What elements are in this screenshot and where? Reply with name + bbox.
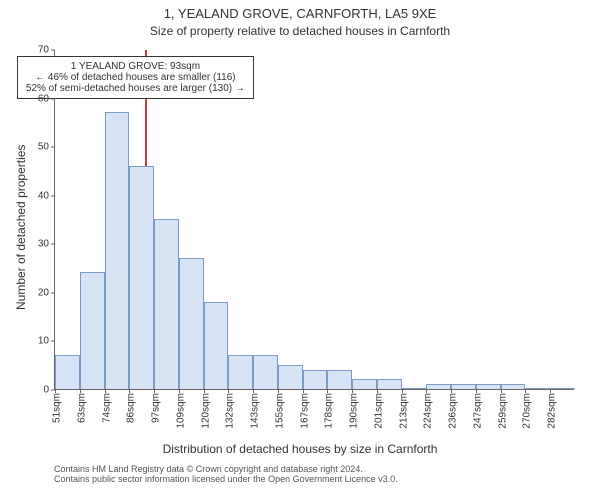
chart-plot-area: 1 YEALAND GROVE: 93sqm ← 46% of detached… bbox=[54, 50, 574, 390]
histogram-bar bbox=[303, 370, 328, 389]
x-tick-label: 120sqm bbox=[200, 389, 211, 429]
x-tick-label: 63sqm bbox=[76, 389, 87, 423]
x-tick-label: 178sqm bbox=[324, 389, 335, 429]
x-tick-label: 282sqm bbox=[547, 389, 558, 429]
x-tick-label: 213sqm bbox=[398, 389, 409, 429]
x-tick-label: 167sqm bbox=[299, 389, 310, 429]
x-tick-label: 236sqm bbox=[448, 389, 459, 429]
histogram-bar bbox=[204, 302, 229, 389]
x-tick-label: 247sqm bbox=[472, 389, 483, 429]
histogram-bar bbox=[377, 379, 402, 389]
histogram-bar bbox=[253, 355, 278, 389]
histogram-bar bbox=[129, 166, 154, 389]
x-tick-label: 132sqm bbox=[225, 389, 236, 429]
footer-line-1: Contains HM Land Registry data © Crown c… bbox=[54, 464, 594, 474]
x-axis-label: Distribution of detached houses by size … bbox=[0, 442, 600, 456]
histogram-bar bbox=[278, 365, 303, 389]
x-tick-label: 86sqm bbox=[126, 389, 137, 423]
callout-larger: 52% of semi-detached houses are larger (… bbox=[26, 83, 245, 94]
x-tick-label: 109sqm bbox=[175, 389, 186, 429]
histogram-bar bbox=[154, 219, 179, 389]
footer-line-2: Contains public sector information licen… bbox=[54, 474, 594, 484]
callout-size: 1 YEALAND GROVE: 93sqm bbox=[26, 61, 245, 72]
footer-attribution: Contains HM Land Registry data © Crown c… bbox=[54, 464, 594, 484]
x-tick-label: 74sqm bbox=[101, 389, 112, 423]
histogram-bar bbox=[352, 379, 377, 389]
histogram-bar bbox=[327, 370, 352, 389]
x-tick-label: 270sqm bbox=[522, 389, 533, 429]
x-tick-label: 97sqm bbox=[151, 389, 162, 423]
y-axis-label: Number of detached properties bbox=[14, 145, 28, 310]
x-tick-label: 224sqm bbox=[423, 389, 434, 429]
histogram-bar bbox=[179, 258, 204, 389]
x-tick-label: 190sqm bbox=[349, 389, 360, 429]
callout-smaller: ← 46% of detached houses are smaller (11… bbox=[26, 72, 245, 83]
chart-title-address: 1, YEALAND GROVE, CARNFORTH, LA5 9XE bbox=[0, 6, 600, 21]
x-tick-label: 143sqm bbox=[250, 389, 261, 429]
x-tick-label: 201sqm bbox=[373, 389, 384, 429]
x-tick-label: 51sqm bbox=[52, 389, 63, 423]
chart-title-desc: Size of property relative to detached ho… bbox=[0, 24, 600, 38]
x-tick-label: 259sqm bbox=[497, 389, 508, 429]
histogram-bar bbox=[55, 355, 80, 389]
histogram-bar bbox=[228, 355, 253, 389]
histogram-bar bbox=[80, 272, 105, 389]
histogram-bar bbox=[105, 112, 130, 389]
x-tick-label: 155sqm bbox=[274, 389, 285, 429]
